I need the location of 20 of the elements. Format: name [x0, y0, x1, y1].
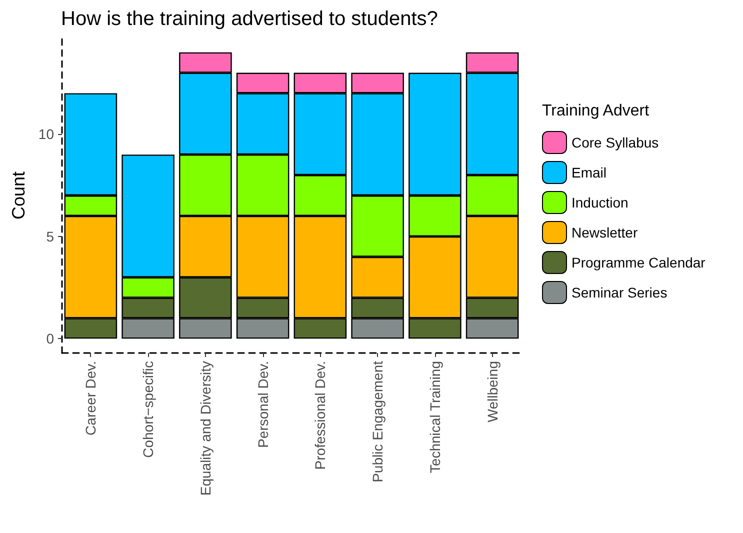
x-tick-label: Cohort−specific	[140, 361, 156, 458]
legend-label: Seminar Series	[572, 284, 668, 300]
x-tick-label: Technical Training	[426, 361, 443, 474]
x-tick-label: Public Engagement	[370, 360, 386, 482]
chart-title: How is the training advertised to students?	[61, 8, 438, 30]
y-tick-label: 0	[46, 330, 54, 347]
x-tick-label: Career Dev.	[82, 361, 99, 436]
x-tick-label: Equality and Diversity	[197, 361, 214, 496]
legend-label: Newsletter	[572, 224, 638, 240]
y-tick-label: 10	[38, 126, 54, 142]
legend-label: Core Syllabus	[572, 134, 659, 150]
legend-label: Induction	[572, 194, 628, 210]
legend-label: Email	[572, 164, 607, 180]
y-tick-label: 5	[46, 228, 54, 244]
x-tick-label: Personal Dev.	[254, 361, 271, 448]
x-tick-label: Professional Dev.	[312, 361, 328, 470]
legend-title: Training Advert	[542, 102, 650, 120]
x-tick-label: Wellbeing	[484, 361, 500, 422]
y-axis-title: Count	[8, 171, 29, 220]
legend-label: Programme Calendar	[572, 254, 706, 270]
